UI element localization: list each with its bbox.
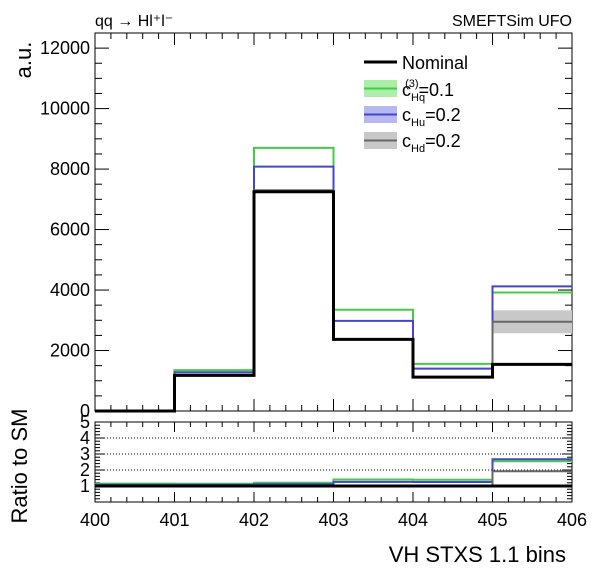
ratio-y-tick-label: 3 bbox=[80, 444, 90, 464]
ratio-x-tick-label: 405 bbox=[477, 510, 507, 530]
ratio-y-tick-label: 5 bbox=[80, 412, 90, 432]
ratio-y-axis-title: Ratio to SM bbox=[7, 409, 32, 524]
main-y-axis-title: a.u. bbox=[11, 42, 36, 79]
legend-label-nominal: Nominal bbox=[402, 53, 468, 73]
main-y-tick-label: 4000 bbox=[50, 280, 90, 300]
ratio-x-tick-label: 406 bbox=[557, 510, 587, 530]
ratio-x-tick-label: 404 bbox=[398, 510, 428, 530]
ratio-y-tick-label: 2 bbox=[80, 460, 90, 480]
ratio-x-tick-label: 400 bbox=[80, 510, 110, 530]
legend: Nominal cHq(3)=0.1 cHu=0.2 cHd=0.2 bbox=[364, 53, 468, 155]
main-y-tick-label: 10000 bbox=[40, 99, 90, 119]
x-axis-title: VH STXS 1.1 bins bbox=[389, 542, 566, 567]
legend-entry-chd: cHd=0.2 bbox=[364, 131, 461, 155]
ratio-x-tick-label: 402 bbox=[239, 510, 269, 530]
main-y-tick-label: 2000 bbox=[50, 341, 90, 361]
ratio-x-tick-label: 403 bbox=[318, 510, 348, 530]
main-axis-ticks bbox=[94, 33, 573, 412]
main-histograms bbox=[95, 146, 572, 413]
ratio-histograms bbox=[95, 458, 572, 488]
ratio-y-tick-label: 1 bbox=[80, 476, 90, 496]
ratio-x-tick-labels: 400 401 402 403 404 405 406 bbox=[80, 510, 587, 530]
model-label: SMEFTSim UFO bbox=[452, 13, 572, 30]
process-label: qq → Hl⁺l⁻ bbox=[95, 13, 173, 30]
legend-entry-chq3: cHq(3)=0.1 bbox=[364, 78, 454, 104]
legend-label-chq3: cHq(3)=0.1 bbox=[402, 78, 454, 104]
ratio-x-tick-label: 401 bbox=[159, 510, 189, 530]
main-y-tick-label: 0 bbox=[80, 401, 90, 421]
main-y-tick-label: 12000 bbox=[40, 38, 90, 58]
legend-label-chu: cHu=0.2 bbox=[402, 105, 461, 129]
main-y-tick-label: 6000 bbox=[50, 220, 90, 240]
main-y-tick-label: 8000 bbox=[50, 159, 90, 179]
ratio-grid-lines bbox=[94, 421, 573, 502]
legend-label-chd: cHd=0.2 bbox=[402, 131, 461, 155]
legend-entry-chu: cHu=0.2 bbox=[364, 105, 461, 129]
ratio-y-tick-label: 4 bbox=[80, 428, 90, 448]
main-y-tick-labels: 0 2000 4000 6000 8000 10000 12000 bbox=[40, 38, 90, 421]
legend-entry-nominal: Nominal bbox=[364, 53, 468, 73]
